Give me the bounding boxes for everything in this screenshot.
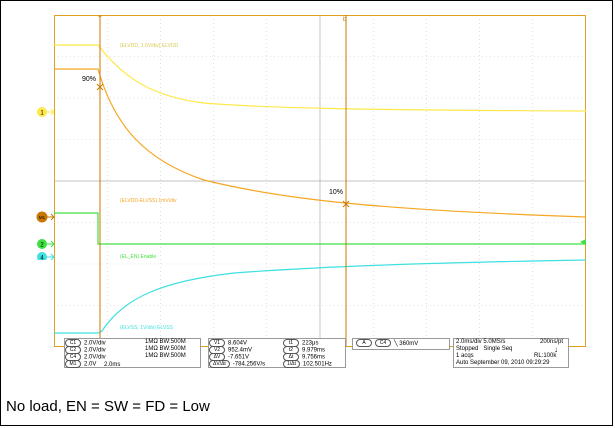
trigger-marker: T (98, 17, 102, 23)
ch2-right-marker (580, 239, 586, 245)
channel-chip: M1 (65, 360, 81, 368)
channel-row: C2 2.0V/div 1MΩ BW:500M (65, 346, 200, 354)
channel-row: C4 2.0V/div 1MΩ BW:500M (65, 353, 200, 361)
channel-row: C1 2.0V/div 1MΩ BW:500M (65, 339, 200, 347)
ch4-marker[interactable]: 4 (37, 252, 55, 261)
acquisition-readout: 2.0ms/div 5.0MS/s 200ns/pt Stopped Singl… (453, 338, 569, 368)
ch1-label: (ELVDD, 1.0V/div) ELVDD (120, 43, 179, 49)
ch2-label: (EL_EN) Enable (120, 254, 156, 260)
figure-caption: No load, EN = SW = FD = Low (6, 398, 210, 415)
graticule-grid (54, 15, 586, 347)
ch3-label: (ELVDD-ELVSS) 1mV/div (120, 198, 177, 204)
channel-markers: 1 M1 2 4 (36, 107, 55, 261)
channel-readout: C1 2.0V/div 1MΩ BW:500M C2 2.0V/div 1MΩ BW… (64, 338, 201, 368)
m1-marker[interactable]: M1 (36, 211, 55, 223)
svg-text:4: 4 (40, 256, 44, 261)
ch2-waveform (54, 212, 586, 245)
ch4-label: (ELVSS, 1V/div) ELVSS (120, 325, 174, 331)
download-arrow-icon: ↓ (554, 345, 558, 354)
svg-text:1: 1 (40, 111, 44, 117)
cursor-readout: V1 8.604V t1 223μs V2 952.4mV t2 9.979ms ΔV -… (208, 338, 346, 368)
trigger-readout: A C4 ╲ 360mV (352, 338, 450, 350)
percent-90-label: 90% (82, 76, 96, 83)
trigger-slope-icon: ╲ (394, 341, 398, 347)
channel-row: M1 2.0V 2.0ms (65, 360, 200, 368)
cursor-b-cross (342, 200, 350, 208)
ch2-marker[interactable]: 2 (37, 239, 55, 249)
trigger-source-chip: A (356, 339, 372, 348)
ch3-waveform (54, 68, 586, 218)
ch4-waveform (54, 259, 586, 334)
cursor-a-cross (96, 83, 104, 91)
scope-graticule: T b (ELVDD, 1.0V/div) ELVDD (ELVDD-ELVSS… (54, 15, 586, 347)
cursor-b-marker: b (343, 17, 347, 23)
svg-text:M1: M1 (39, 215, 46, 220)
ch1-marker[interactable]: 1 (37, 107, 55, 117)
svg-text:2: 2 (40, 243, 44, 249)
oscilloscope-screen: T b (ELVDD, 1.0V/div) ELVDD (ELVDD-ELVSS… (54, 15, 586, 347)
ch1-waveform (54, 44, 586, 112)
percent-10-label: 10% (329, 189, 343, 196)
